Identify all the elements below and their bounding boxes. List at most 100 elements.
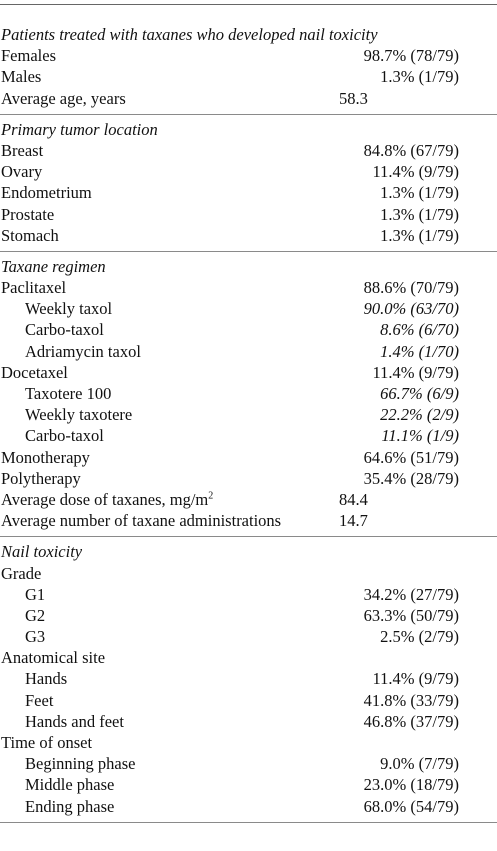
table-row: Anatomical site — [0, 647, 497, 668]
row-value: 2.5% (2/79) — [380, 627, 459, 647]
row-value: 68.0% (54/79) — [363, 796, 459, 816]
row-label-text: Adriamycin taxol — [25, 341, 141, 361]
row-label-text: Middle phase — [25, 775, 115, 795]
row-value: 58.3 — [339, 88, 368, 108]
row-value: 1.3% (1/79) — [380, 204, 459, 224]
table-row: Hands and feet 46.8% (37/79) — [0, 711, 497, 732]
row-label-text: Endometrium — [1, 183, 92, 203]
row-label-text: Ovary — [1, 162, 43, 182]
table-row: Adriamycin taxol 1.4% (1/70) — [0, 341, 497, 362]
row-value: 1.3% (1/79) — [380, 183, 459, 203]
table-row: Weekly taxol 90.0% (63/70) — [0, 298, 497, 319]
row-label: Females — [1, 45, 56, 66]
row-value: 98.7% (78/79) — [363, 46, 459, 66]
row-label-text: Breast — [1, 140, 44, 160]
row-value: 41.8% (33/79) — [363, 690, 459, 710]
table-row: Beginning phase 9.0% (7/79) — [0, 753, 497, 774]
row-label: Adriamycin taxol — [25, 341, 141, 362]
row-label-text: Males — [1, 67, 42, 87]
row-label-text: Polytherapy — [1, 468, 81, 488]
row-label: Ending phase — [25, 796, 114, 817]
row-label-text: Taxotere 100 — [25, 384, 112, 403]
row-label-text: Carbo-taxol — [25, 320, 104, 340]
table-section: Primary tumor location Breast 84.8% (67/79… — [0, 119, 497, 252]
table-row: Feet 41.8% (33/79) — [0, 690, 497, 711]
row-label: Grade — [1, 563, 41, 584]
table-row: Females 98.7% (78/79) — [0, 45, 497, 66]
unit-superscript: 2 — [208, 490, 214, 502]
nail-toxicity-table: Patients treated with taxanes who develo… — [0, 4, 497, 823]
table-row: Average number of taxane administrations… — [0, 510, 497, 531]
table-row: Average age, years 58.3 — [0, 88, 497, 109]
row-label-text: Hands and feet — [25, 711, 124, 731]
table-row: Middle phase 23.0% (18/79) — [0, 774, 497, 795]
row-label-text: Weekly taxol — [25, 299, 113, 319]
row-label: G1 — [25, 584, 45, 605]
row-value: 9.0% (7/79) — [380, 754, 459, 774]
table-body: Patients treated with taxanes who develo… — [0, 24, 497, 823]
table-row: Weekly taxotere 22.2% (2/9) — [0, 404, 497, 425]
row-label: Time of onset — [1, 732, 92, 753]
row-label: Carbo-taxol — [25, 425, 104, 446]
row-value: 90.0% (63/70) — [363, 299, 459, 319]
row-label-text: Feet — [25, 690, 54, 710]
table-row: Endometrium 1.3% (1/79) — [0, 182, 497, 203]
row-label-text: Carbo-taxol — [25, 426, 104, 446]
row-value: 34.2% (27/79) — [363, 584, 459, 604]
row-value: 11.4% (9/79) — [372, 362, 459, 382]
row-label: G3 — [25, 626, 45, 647]
section-title: Patients treated with taxanes who develo… — [1, 25, 378, 44]
row-value: 63.3% (50/79) — [363, 605, 459, 625]
row-value: 8.6% (6/70) — [380, 320, 459, 340]
row-label: Stomach — [1, 225, 59, 246]
row-value: 84.8% (67/79) — [363, 140, 459, 160]
row-label: Hands and feet — [25, 711, 124, 732]
table-row: Polytherapy 35.4% (28/79) — [0, 468, 497, 489]
row-value: 35.4% (28/79) — [363, 468, 459, 488]
row-value: 22.2% (2/9) — [380, 405, 459, 425]
table-top-rule — [0, 4, 497, 5]
row-label-text: Average age, years — [1, 88, 126, 108]
row-value: 23.0% (18/79) — [363, 775, 459, 795]
row-label: Average age, years — [1, 88, 126, 109]
row-label-text: Docetaxel — [1, 362, 68, 382]
row-label-text: Hands — [25, 669, 68, 689]
section-title: Nail toxicity — [1, 542, 83, 562]
table-row: G3 2.5% (2/79) — [0, 626, 497, 647]
table-row: Time of onset — [0, 732, 497, 753]
row-label-text: Grade — [1, 563, 42, 583]
table-row: Average dose of taxanes, mg/m2 84.4 — [0, 489, 497, 510]
table-section: Nail toxicity Grade G1 34.2% (27/79) G2 63.3%… — [0, 541, 497, 823]
row-value: 88.6% (70/79) — [363, 278, 459, 298]
table-row: Hands 11.4% (9/79) — [0, 668, 497, 689]
table-row: Carbo-taxol 8.6% (6/70) — [0, 319, 497, 340]
section-title: Primary tumor location — [1, 119, 158, 139]
row-label-text: G3 — [25, 627, 46, 647]
table-row: Breast 84.8% (67/79) — [0, 140, 497, 161]
table-section: Taxane regimen Paclitaxel 88.6% (70/79) Wee… — [0, 256, 497, 538]
table-section: Patients treated with taxanes who develo… — [0, 24, 497, 115]
table-row: Stomach 1.3% (1/79) — [0, 225, 497, 246]
table-row: Males 1.3% (1/79) — [0, 66, 497, 87]
row-label-text: Females — [1, 46, 56, 66]
row-label: Middle phase — [25, 774, 114, 795]
row-label-text: Ending phase — [25, 796, 115, 816]
row-value: 46.8% (37/79) — [363, 711, 459, 731]
row-value: 11.4% (9/79) — [372, 669, 459, 689]
row-label-text: Prostate — [1, 204, 55, 224]
row-label: Prostate — [1, 204, 54, 225]
row-value: 84.4 — [339, 489, 368, 509]
row-label: Weekly taxotere — [25, 404, 132, 425]
row-label-text: Monotherapy — [1, 447, 90, 467]
row-value: 1.3% (1/79) — [380, 67, 459, 87]
row-label: Carbo-taxol — [25, 319, 104, 340]
row-label: Polytherapy — [1, 468, 81, 489]
row-label-text: Time of onset — [1, 733, 93, 752]
table-row: Monotherapy 64.6% (51/79) — [0, 447, 497, 468]
row-label: Males — [1, 66, 41, 87]
row-value: 14.7 — [339, 511, 368, 531]
row-value: 1.3% (1/79) — [380, 225, 459, 245]
row-label-text: G1 — [25, 584, 46, 604]
row-label: Anatomical site — [1, 647, 105, 668]
section-title: Taxane regimen — [1, 256, 106, 276]
